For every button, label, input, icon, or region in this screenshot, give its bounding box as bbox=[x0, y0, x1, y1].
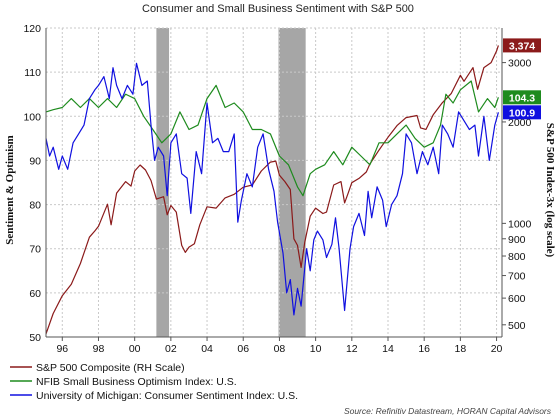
right-axis-label: S&P 500 Index-3x (log scale) bbox=[544, 123, 556, 258]
x-tick-label: 10 bbox=[310, 343, 322, 355]
last-value-label: 100.9 bbox=[509, 107, 535, 119]
source-note: Source: Refinitiv Datastream, HORAN Capi… bbox=[344, 406, 552, 416]
left-tick-label: 100 bbox=[23, 111, 41, 123]
x-tick-label: 20 bbox=[491, 343, 503, 355]
recession-bands bbox=[156, 28, 306, 337]
legend-label: University of Michigan: Consumer Sentime… bbox=[36, 390, 298, 402]
last-value-badges: 3,374 104.3 100.9 bbox=[503, 38, 541, 120]
left-tick-label: 60 bbox=[29, 288, 41, 300]
series-line-3 bbox=[45, 62, 499, 316]
x-tick-label: 14 bbox=[382, 343, 394, 355]
x-tick-label: 16 bbox=[418, 343, 430, 355]
last-value-badge bbox=[503, 105, 541, 120]
left-tick-label: 90 bbox=[29, 155, 41, 167]
right-tick-label: 500 bbox=[508, 320, 526, 332]
axes: 50 60 70 80 90 100 110 120 96 98 00 02 04 06 08 10 12 14 1… bbox=[23, 23, 531, 355]
last-value-label: 104.3 bbox=[509, 92, 535, 104]
series-lines bbox=[45, 45, 499, 335]
x-tick-label: 06 bbox=[237, 343, 249, 355]
grid bbox=[46, 27, 502, 338]
recession-band bbox=[156, 28, 170, 337]
series-line-1 bbox=[45, 45, 499, 335]
left-axis-label: Sentiment & Optimism bbox=[4, 135, 16, 244]
last-value-label: 3,374 bbox=[509, 40, 535, 52]
left-tick-label: 120 bbox=[23, 23, 41, 35]
right-tick-label: 3000 bbox=[508, 58, 532, 70]
x-tick-label: 08 bbox=[274, 343, 286, 355]
x-tick-label: 98 bbox=[93, 343, 105, 355]
left-tick-label: 50 bbox=[29, 332, 41, 344]
last-value-badge bbox=[503, 38, 541, 53]
recession-band bbox=[278, 28, 306, 337]
left-tick-label: 70 bbox=[29, 244, 41, 256]
x-tick-label: 96 bbox=[56, 343, 68, 355]
x-tick-label: 18 bbox=[455, 343, 467, 355]
legend-label: S&P 500 Composite (RH Scale) bbox=[36, 362, 185, 374]
legend: S&P 500 Composite (RH Scale) NFIB Small B… bbox=[10, 362, 298, 402]
legend-label: NFIB Small Business Optimism Index: U.S. bbox=[36, 376, 237, 388]
right-tick-label: 1000 bbox=[508, 218, 532, 230]
x-tick-label: 12 bbox=[346, 343, 358, 355]
right-tick-label: 800 bbox=[508, 251, 526, 263]
left-tick-label: 80 bbox=[29, 200, 41, 212]
chart-title: Consumer and Small Business Sentiment wi… bbox=[142, 3, 414, 15]
right-tick-label: 700 bbox=[508, 271, 526, 283]
left-tick-label: 110 bbox=[24, 67, 41, 79]
x-tick-label: 02 bbox=[165, 343, 177, 355]
series-line-2 bbox=[45, 80, 499, 197]
x-tick-label: 04 bbox=[201, 343, 213, 355]
right-tick-label: 2000 bbox=[508, 117, 532, 129]
right-tick-label: 600 bbox=[508, 293, 526, 305]
x-tick-label: 00 bbox=[129, 343, 141, 355]
right-tick-label: 900 bbox=[508, 234, 526, 246]
last-value-badge bbox=[503, 90, 541, 105]
